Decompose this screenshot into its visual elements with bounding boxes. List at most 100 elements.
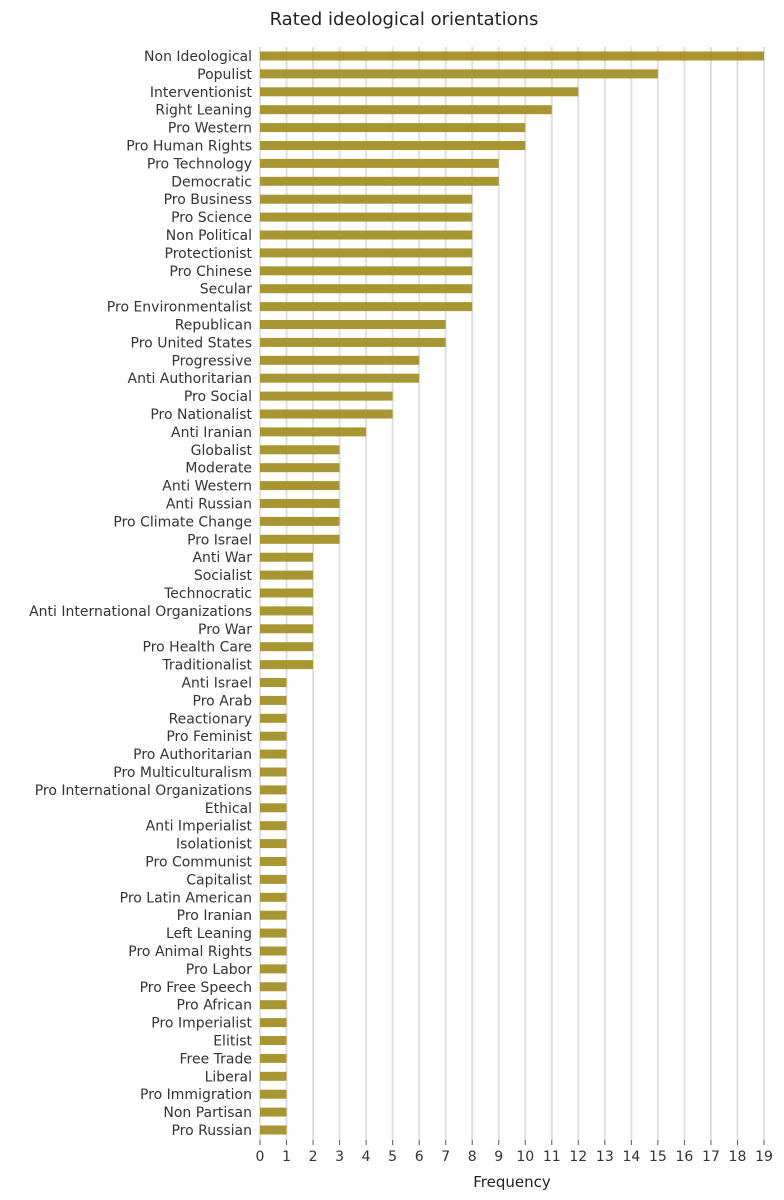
category-label: Pro Nationalist bbox=[150, 407, 252, 423]
category-label: Anti Imperialist bbox=[146, 819, 253, 835]
category-label: Anti Israel bbox=[181, 676, 252, 692]
bar bbox=[260, 123, 526, 133]
bar bbox=[260, 87, 579, 97]
x-ticks: 0 1 2 3 4 5 6 7 8 9 10 11 12 13 14 15 16 17 18 19 bbox=[256, 1140, 773, 1165]
category-label: Anti Western bbox=[162, 479, 252, 495]
x-tick-label: 15 bbox=[649, 1149, 667, 1165]
bar bbox=[260, 606, 314, 616]
category-label: Traditionalist bbox=[161, 658, 252, 674]
category-label: Non Partisan bbox=[163, 1105, 252, 1121]
bar bbox=[260, 391, 393, 401]
category-label: Anti Russian bbox=[166, 497, 252, 513]
category-label: Pro Business bbox=[164, 192, 252, 208]
bar bbox=[260, 463, 340, 473]
category-label: Pro Social bbox=[184, 389, 252, 405]
bar bbox=[260, 176, 499, 186]
x-tick-label: 4 bbox=[362, 1149, 371, 1165]
category-label: Anti Authoritarian bbox=[128, 371, 252, 387]
category-label: Pro Multiculturalism bbox=[113, 765, 252, 781]
bar bbox=[260, 803, 287, 813]
category-label: Pro Iranian bbox=[177, 908, 252, 924]
bar bbox=[260, 158, 499, 168]
category-label: Globalist bbox=[191, 443, 253, 459]
category-label: Pro Chinese bbox=[169, 264, 252, 280]
bar bbox=[260, 624, 314, 634]
bar bbox=[260, 785, 287, 795]
bar bbox=[260, 964, 287, 974]
category-label: Pro African bbox=[177, 998, 252, 1014]
category-label: Reactionary bbox=[169, 711, 252, 727]
category-label: Anti War bbox=[192, 550, 252, 566]
bar bbox=[260, 713, 287, 723]
bar bbox=[260, 230, 473, 240]
bar bbox=[260, 660, 314, 670]
bar bbox=[260, 695, 287, 705]
category-label: Anti Iranian bbox=[171, 425, 252, 441]
category-label: Pro Climate Change bbox=[113, 514, 252, 530]
bar bbox=[260, 1107, 287, 1117]
bar bbox=[260, 355, 420, 365]
bar bbox=[260, 445, 340, 455]
bar bbox=[260, 857, 287, 866]
category-label: Progressive bbox=[171, 353, 252, 369]
x-tick-label: 2 bbox=[309, 1149, 318, 1165]
category-label: Right Leaning bbox=[155, 103, 252, 119]
x-axis-label: Frequency bbox=[473, 1173, 551, 1191]
category-label: Protectionist bbox=[165, 246, 253, 262]
category-label: Pro Latin American bbox=[120, 890, 252, 906]
category-label: Capitalist bbox=[186, 872, 252, 888]
category-label: Pro Communist bbox=[145, 855, 252, 871]
category-label: Technocratic bbox=[163, 586, 252, 602]
category-label: Pro Arab bbox=[193, 693, 253, 709]
bar bbox=[260, 284, 473, 294]
bar bbox=[260, 928, 287, 938]
category-label: Socialist bbox=[194, 568, 253, 584]
bar bbox=[260, 552, 314, 562]
category-label: Pro Russian bbox=[171, 1123, 252, 1139]
bar bbox=[260, 570, 314, 580]
x-tick-label: 18 bbox=[729, 1149, 747, 1165]
x-tick-label: 13 bbox=[596, 1149, 614, 1165]
category-label: Pro Human Rights bbox=[126, 139, 252, 155]
category-label: Pro Free Speech bbox=[140, 980, 252, 996]
category-label: Liberal bbox=[205, 1069, 252, 1085]
x-tick-label: 7 bbox=[441, 1149, 450, 1165]
bar bbox=[260, 749, 287, 759]
category-label: Pro War bbox=[198, 622, 252, 638]
bar bbox=[260, 892, 287, 902]
bar bbox=[260, 1036, 287, 1045]
bar bbox=[260, 767, 287, 777]
category-label: Pro Health Care bbox=[143, 640, 253, 656]
x-tick-label: 9 bbox=[494, 1149, 503, 1165]
category-label: Pro Authoritarian bbox=[133, 747, 252, 763]
category-label: Pro Western bbox=[168, 121, 252, 137]
bar bbox=[260, 874, 287, 884]
bar-layer bbox=[260, 51, 764, 1135]
category-label: Moderate bbox=[185, 461, 252, 477]
category-label: Pro United States bbox=[131, 335, 252, 351]
bar bbox=[260, 481, 340, 491]
category-label: Non Ideological bbox=[144, 49, 252, 65]
x-tick-label: 8 bbox=[468, 1149, 477, 1165]
bar bbox=[260, 302, 473, 312]
category-label: Left Leaning bbox=[166, 926, 252, 942]
bar bbox=[260, 105, 552, 115]
bar bbox=[260, 839, 287, 849]
bar bbox=[260, 1125, 287, 1135]
bar bbox=[260, 516, 340, 526]
bar bbox=[260, 337, 446, 347]
bar bbox=[260, 373, 420, 383]
bar bbox=[260, 1053, 287, 1063]
bar bbox=[260, 678, 287, 687]
bar bbox=[260, 141, 526, 150]
x-tick-label: 1 bbox=[282, 1149, 291, 1165]
bar bbox=[260, 1089, 287, 1099]
category-label: Ethical bbox=[205, 801, 252, 817]
bar bbox=[260, 1018, 287, 1028]
bar bbox=[260, 194, 473, 204]
x-tick-label: 17 bbox=[702, 1149, 720, 1165]
x-tick-label: 12 bbox=[569, 1149, 587, 1165]
x-tick-label: 0 bbox=[256, 1149, 265, 1165]
category-label: Isolationist bbox=[176, 837, 252, 853]
